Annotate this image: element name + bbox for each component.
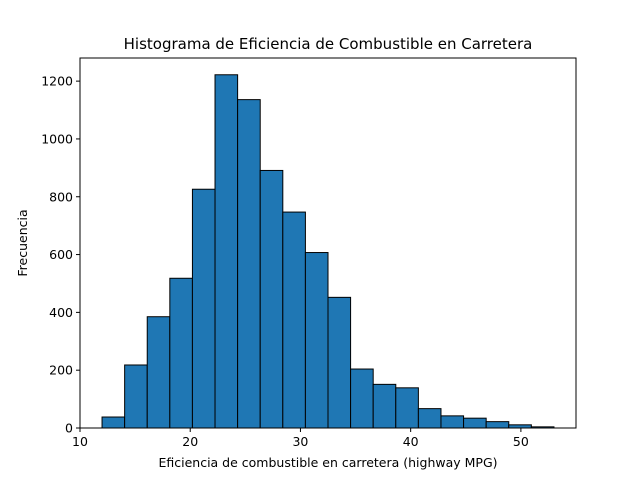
y-tick-label: 800 (49, 189, 73, 204)
y-tick-label: 600 (49, 247, 73, 262)
x-axis-ticks: 10 20 30 40 50 (72, 428, 529, 449)
histogram-bar (259, 169, 284, 429)
histogram-bar (191, 188, 216, 429)
y-tick-label: 0 (65, 421, 73, 436)
histogram-bar (440, 415, 465, 429)
histogram-bar (237, 99, 261, 429)
histogram-bar (372, 383, 397, 429)
histogram-bar (485, 421, 510, 429)
x-tick-label: 10 (72, 434, 88, 449)
histogram-bar (463, 417, 487, 429)
plot-frame (79, 57, 577, 429)
histogram-bar (214, 74, 239, 429)
x-tick-label: 50 (513, 434, 529, 449)
x-axis-label: Eficiencia de combustible en carretera (… (158, 455, 497, 470)
histogram-bar (169, 277, 193, 429)
y-tick-label: 200 (49, 363, 73, 378)
histogram-bar (101, 416, 126, 429)
x-tick-label: 30 (292, 434, 308, 449)
histogram-bar (124, 364, 148, 429)
y-axis-ticks: 0 200 400 600 800 1000 1200 (41, 74, 80, 436)
y-tick-label: 400 (49, 305, 73, 320)
histogram-bar (304, 252, 329, 429)
histogram-bar (395, 387, 419, 429)
histogram-bar (350, 368, 374, 429)
histogram-bar (146, 316, 171, 429)
x-tick-label: 40 (403, 434, 419, 449)
chart-title: Histograma de Eficiencia de Combustible … (124, 35, 533, 53)
y-axis-label: Frecuencia (15, 209, 30, 276)
histogram-bar (327, 296, 352, 429)
y-tick-label: 1200 (41, 74, 73, 89)
y-tick-label: 1000 (41, 131, 73, 146)
histogram-bar (282, 211, 306, 429)
bars-group (101, 74, 555, 429)
x-tick-label: 20 (182, 434, 198, 449)
histogram-bar (417, 408, 442, 429)
